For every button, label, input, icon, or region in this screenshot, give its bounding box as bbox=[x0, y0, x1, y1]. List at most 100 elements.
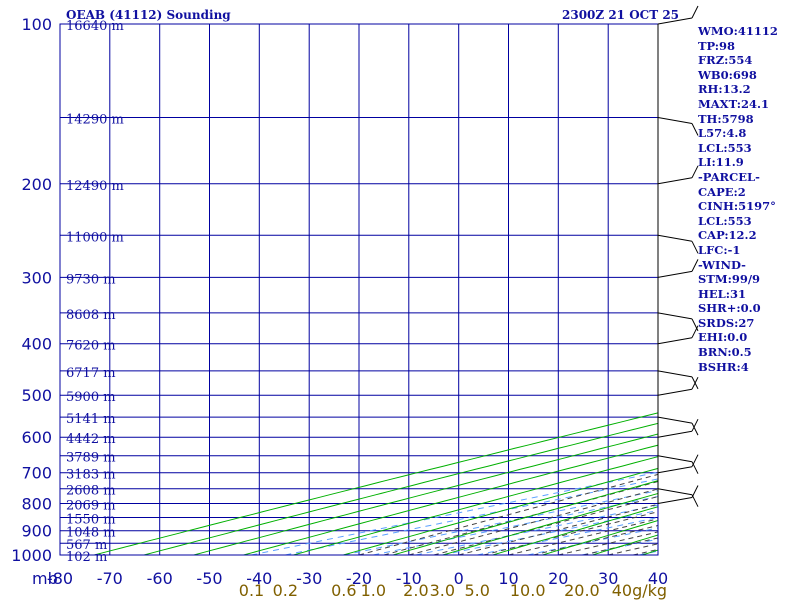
height-label: 8608 m bbox=[66, 308, 116, 323]
stat-tp: TP:98 bbox=[698, 38, 736, 53]
dry-adiabat bbox=[193, 433, 658, 555]
wind-barb bbox=[657, 418, 699, 438]
mixing-ratio-line bbox=[285, 478, 658, 555]
temperature-tick-label: -40 bbox=[246, 569, 272, 588]
dry-adiabat bbox=[492, 506, 658, 555]
height-label: 11000 m bbox=[66, 230, 124, 245]
pressure-tick-label: 200 bbox=[21, 175, 52, 194]
temperature-tick-label: 40 bbox=[648, 569, 668, 588]
temperature-tick-label: -30 bbox=[296, 569, 322, 588]
dry-adiabat bbox=[442, 492, 658, 555]
stat-lcl: LCL:553 bbox=[698, 140, 752, 155]
wind-barb bbox=[657, 325, 699, 345]
temperature-tick-label: -50 bbox=[196, 569, 222, 588]
stat-cap: CAP:12.2 bbox=[698, 228, 757, 243]
temperature-tick-label: 10 bbox=[498, 569, 518, 588]
wind-barb bbox=[657, 5, 699, 25]
stat-parcel-lcl: LCL:553 bbox=[698, 213, 752, 228]
stat-frz: FRZ:554 bbox=[698, 53, 753, 68]
stat-li: LI:11.9 bbox=[698, 155, 744, 170]
dry-adiabat bbox=[343, 467, 658, 555]
dry-adiabat bbox=[392, 480, 658, 555]
temperature-tick-label: -20 bbox=[346, 569, 372, 588]
mixing-ratio-label: 2.0 bbox=[403, 581, 428, 600]
pressure-tick-label: 400 bbox=[21, 335, 52, 354]
dry-adiabat bbox=[143, 422, 658, 555]
temperature-tick-label: 30 bbox=[598, 569, 618, 588]
stat-srds: SRDS:27 bbox=[698, 315, 755, 330]
stat-ehi: EHI:0.0 bbox=[698, 330, 748, 345]
mixing-ratio-label: 10.0 bbox=[510, 581, 546, 600]
dry-adiabats bbox=[93, 412, 658, 555]
height-label: 12490 m bbox=[66, 179, 124, 194]
moist-adiabat bbox=[483, 511, 658, 555]
height-label: 2608 m bbox=[66, 484, 116, 499]
stat-wind-heading: -WIND- bbox=[698, 257, 746, 272]
pressure-tick-label: 800 bbox=[21, 495, 52, 514]
stat-l57: L57:4.8 bbox=[698, 126, 747, 141]
pressure-tick-label: 100 bbox=[21, 15, 52, 34]
mixing-ratio-label: 40g/kg bbox=[612, 581, 667, 600]
mixing-ratio-label: 5.0 bbox=[464, 581, 489, 600]
pressure-tick-label: 700 bbox=[21, 464, 52, 483]
pressure-tick-label: 300 bbox=[21, 268, 52, 287]
height-label: 102 m bbox=[66, 550, 107, 565]
stat-shr: SHR+:0.0 bbox=[698, 301, 761, 316]
height-label: 567 m bbox=[66, 538, 107, 553]
height-label: 4442 m bbox=[66, 432, 116, 447]
stat-brn: BRN:0.5 bbox=[698, 345, 752, 360]
height-label: 14290 m bbox=[66, 113, 124, 128]
stat-wb0: WB0:698 bbox=[698, 67, 757, 82]
mixing-ratio-label: 0.1 bbox=[239, 581, 264, 600]
stat-maxt: MAXT:24.1 bbox=[698, 96, 769, 111]
moist-adiabats bbox=[358, 473, 658, 555]
dry-adiabat bbox=[293, 456, 658, 555]
wind-barb bbox=[657, 455, 699, 474]
wind-barb bbox=[657, 165, 699, 185]
wind-barb-column bbox=[657, 5, 699, 507]
stat-hel: HEL:31 bbox=[698, 286, 746, 301]
stat-stm: STM:99/9 bbox=[698, 272, 761, 287]
height-label: 3183 m bbox=[66, 468, 116, 483]
pressure-tick-label: 500 bbox=[21, 386, 52, 405]
stat-cinh: CINH:5197° bbox=[698, 199, 776, 214]
wind-barb bbox=[657, 488, 699, 507]
pressure-tick-label: 900 bbox=[21, 522, 52, 541]
mixing-ratio-label: 1.0 bbox=[361, 581, 386, 600]
height-label: 5900 m bbox=[66, 390, 116, 405]
mixing-ratio-line bbox=[251, 471, 658, 555]
stat-lfc: LFC:-1 bbox=[698, 242, 741, 257]
height-label: 2069 m bbox=[66, 499, 116, 514]
wind-barb bbox=[657, 416, 699, 436]
wind-barb bbox=[657, 376, 699, 396]
dry-adiabat bbox=[93, 412, 658, 555]
moist-adiabat bbox=[383, 480, 658, 555]
height-label: 3789 m bbox=[66, 451, 116, 466]
mixing-ratio-label: 0.2 bbox=[273, 581, 298, 600]
y-axis-unit-label: mb bbox=[32, 569, 58, 588]
mixing-ratio-label: 0.6 bbox=[331, 581, 356, 600]
axis-labels: 0.1 0.2 0.6 1.0 2.0 3.0 5.0 10.0 20.0 40g/kg10020… bbox=[11, 15, 668, 600]
temperature-tick-label: -70 bbox=[97, 569, 123, 588]
mixing-ratio-label: 20.0 bbox=[564, 581, 600, 600]
chart-title: OEAB (41112) Sounding bbox=[66, 8, 231, 22]
stat-wmo: WMO:41112 bbox=[698, 24, 778, 38]
stat-bshr: BSHR:4 bbox=[698, 359, 749, 374]
height-label: 1550 m bbox=[66, 513, 116, 528]
wind-barb bbox=[657, 312, 699, 332]
pressure-tick-label: 600 bbox=[21, 428, 52, 447]
stat-th: TH:5798 bbox=[698, 111, 754, 126]
height-label: 9730 m bbox=[66, 272, 116, 287]
dry-adiabat bbox=[243, 444, 658, 555]
wind-barb bbox=[657, 370, 699, 390]
pressure-tick-label: 1000 bbox=[11, 546, 52, 565]
wind-barb bbox=[657, 259, 699, 278]
plot-grid bbox=[60, 24, 658, 555]
wind-barb bbox=[657, 454, 699, 474]
mixing-ratio-lines bbox=[251, 471, 658, 555]
wind-barb bbox=[657, 117, 699, 136]
stat-rh: RH:13.2 bbox=[698, 82, 751, 97]
height-label: 6717 m bbox=[66, 366, 116, 381]
temperature-tick-label: -80 bbox=[47, 569, 73, 588]
